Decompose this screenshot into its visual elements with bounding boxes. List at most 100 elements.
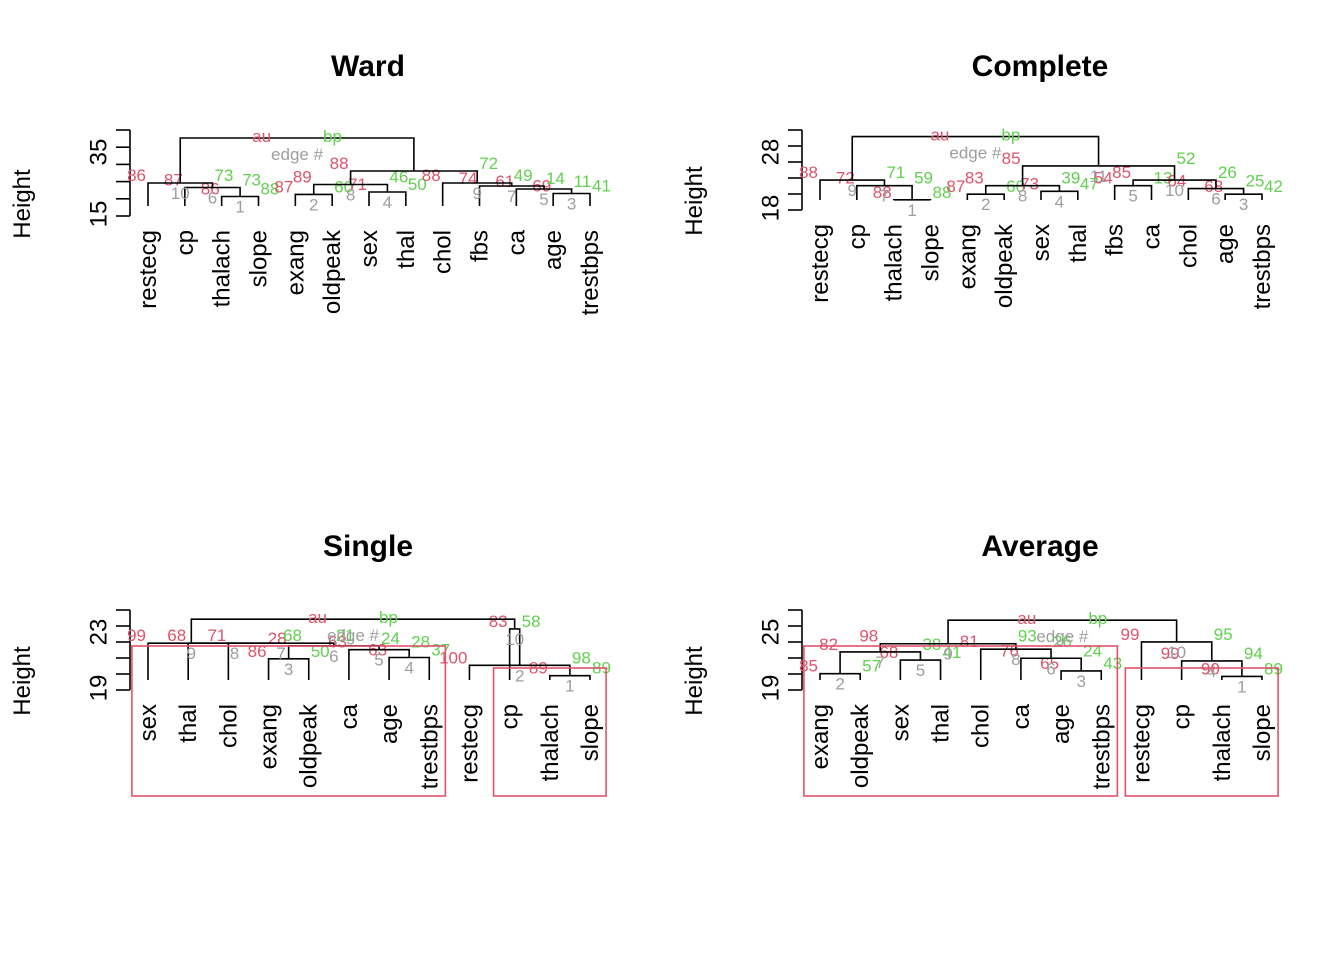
edge-number: 2 <box>515 666 524 685</box>
leaf-label: ca <box>503 229 530 255</box>
cluster-rect <box>1124 667 1279 797</box>
leaf-label: ca <box>336 703 363 729</box>
leaf-label: thal <box>175 704 202 743</box>
edge-number: 8 <box>1018 187 1027 206</box>
cluster-rect <box>131 645 447 797</box>
y-tick-label: 15 <box>85 201 112 228</box>
bp-value: 50 <box>408 175 427 194</box>
edge-number: 4 <box>1207 662 1216 681</box>
legend-bp: bp <box>379 608 398 627</box>
edge-number: 6 <box>1211 190 1220 209</box>
edge-number: 5 <box>1128 187 1137 206</box>
panel-title: Ward <box>331 50 405 83</box>
leaf-label: fbs <box>1102 224 1129 256</box>
y-tick-label: 28 <box>757 139 784 166</box>
bp-value: 88 <box>261 180 280 199</box>
leaf-label: fbs <box>467 230 494 262</box>
bp-value: 37 <box>431 641 450 660</box>
edge-number: 7 <box>507 187 516 206</box>
leaf-label: restecg <box>456 704 483 783</box>
edge-number: 10 <box>171 184 190 203</box>
dendrogram-branch <box>966 193 1005 200</box>
legend-edge: edge # <box>1036 627 1089 646</box>
bp-value: 24 <box>381 629 400 648</box>
y-tick-label: 19 <box>757 675 784 702</box>
leaf-label: chol <box>215 704 242 748</box>
au-value: 54 <box>1094 169 1113 188</box>
edge-number: 7 <box>276 644 285 663</box>
bp-value: 73 <box>242 171 261 190</box>
au-value: 86 <box>127 166 146 185</box>
bp-value: 98 <box>572 648 591 667</box>
edge-number: 11 <box>1090 167 1108 186</box>
edge-number: 1 <box>565 677 574 696</box>
legend-au: au <box>252 127 271 146</box>
bp-value: 60 <box>334 177 353 196</box>
edge-number: 6 <box>1046 659 1055 678</box>
legend-bp: bp <box>1001 126 1020 145</box>
legend-edge: edge # <box>327 626 380 645</box>
dendrogram-branch <box>1020 657 1082 680</box>
leaf-label: oldpeak <box>296 703 323 788</box>
leaf-label: age <box>1212 224 1239 264</box>
bp-value: 43 <box>1103 654 1122 673</box>
legend-edge: edge # <box>271 145 324 164</box>
leaf-label: thal <box>393 230 420 269</box>
dendrogram-branch <box>179 137 415 183</box>
leaf-label: slope <box>577 704 604 761</box>
dendrogram-branch <box>856 184 913 200</box>
leaf-label: sex <box>356 230 383 267</box>
y-tick-label: 35 <box>85 139 112 166</box>
edge-number: 1 <box>907 201 916 220</box>
dendrogram-branch <box>1113 184 1153 200</box>
au-value: 99 <box>1161 644 1180 663</box>
au-value: 72 <box>836 169 855 188</box>
leaf-label: chol <box>1175 224 1202 268</box>
bp-value: 94 <box>1244 644 1263 663</box>
au-value: 88 <box>873 183 892 202</box>
edge-number: 9 <box>847 181 856 200</box>
leaf-label: restecg <box>807 224 834 303</box>
bp-value: 93 <box>1018 627 1037 646</box>
edge-number: 9 <box>472 184 481 203</box>
bp-value: 21 <box>336 626 355 645</box>
leaf-label: slope <box>246 230 273 287</box>
au-value: 100 <box>439 648 467 667</box>
legend-edge: edge # <box>949 144 1002 163</box>
bp-value: 71 <box>886 163 905 182</box>
bp-value: 26 <box>1218 163 1237 182</box>
bp-value: 57 <box>862 657 881 676</box>
bp-value: 25 <box>1246 172 1265 191</box>
leaf-label: cp <box>844 224 871 249</box>
edge-number: 9 <box>943 645 952 664</box>
bp-value: 41 <box>592 177 611 196</box>
leaf-label: thalach <box>1209 704 1236 781</box>
au-value: 88 <box>330 154 349 173</box>
dendrogram-branch <box>1187 187 1245 200</box>
bp-value: 46 <box>389 168 408 187</box>
bp-value: 41 <box>943 643 962 662</box>
au-value: 88 <box>799 163 818 182</box>
leaf-label: exang <box>282 230 309 295</box>
edge-number: 3 <box>284 660 293 679</box>
leaf-label: oldpeak <box>319 229 346 314</box>
leaf-label: sex <box>1028 224 1055 261</box>
leaf-label: sex <box>887 704 914 741</box>
leaf-label: exang <box>954 224 981 289</box>
au-value: 83 <box>965 169 984 188</box>
dendrogram-branch <box>899 659 942 680</box>
edge-number: 7 <box>876 653 885 672</box>
dendrogram-branch <box>227 642 335 680</box>
edge-number: 10 <box>1167 643 1186 662</box>
au-value: 83 <box>489 612 508 631</box>
edge-number: 1 <box>235 198 244 217</box>
legend-au: au <box>1017 609 1036 628</box>
bp-value: 14 <box>546 169 565 188</box>
leaf-label: thalach <box>881 224 908 301</box>
au-value: 99 <box>127 626 146 645</box>
dendrogram-branch <box>984 184 1061 195</box>
leaf-label: cp <box>1169 704 1196 729</box>
edge-number: 4 <box>1055 192 1064 211</box>
